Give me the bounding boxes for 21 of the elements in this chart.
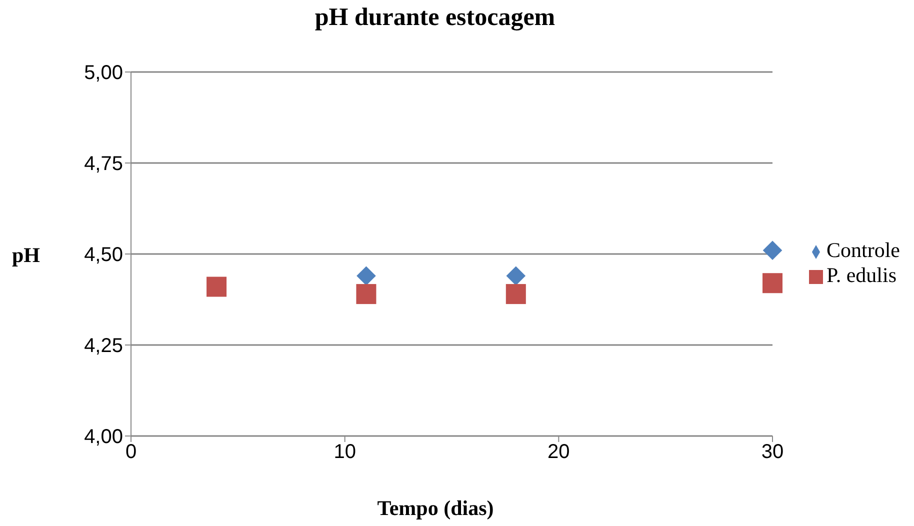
x-axis-title: Tempo (dias) [376, 496, 495, 521]
x-tick-label: 30 [761, 441, 784, 464]
y-tick-label: 4,75 [84, 153, 123, 176]
x-tick-label: 10 [334, 441, 356, 464]
point [762, 273, 782, 294]
point [206, 276, 227, 297]
y-tick-label: 4,25 [84, 335, 123, 358]
y-axis-title: pH [12, 243, 40, 268]
point [506, 284, 526, 304]
point [356, 266, 376, 286]
point [762, 240, 782, 260]
y-tick-label: 4,50 [84, 244, 123, 266]
x-tick-label: 20 [548, 441, 570, 464]
point [356, 284, 376, 304]
y-tick-label: 4,00 [84, 426, 123, 448]
legend-label: P. edulis [826, 263, 897, 287]
y-tick-label: 5,00 [84, 62, 123, 84]
legend-label: Controle [826, 238, 900, 262]
point [506, 266, 526, 286]
chart-title: pH durante estocagem [314, 4, 556, 32]
x-tick-label: 0 [125, 441, 137, 464]
